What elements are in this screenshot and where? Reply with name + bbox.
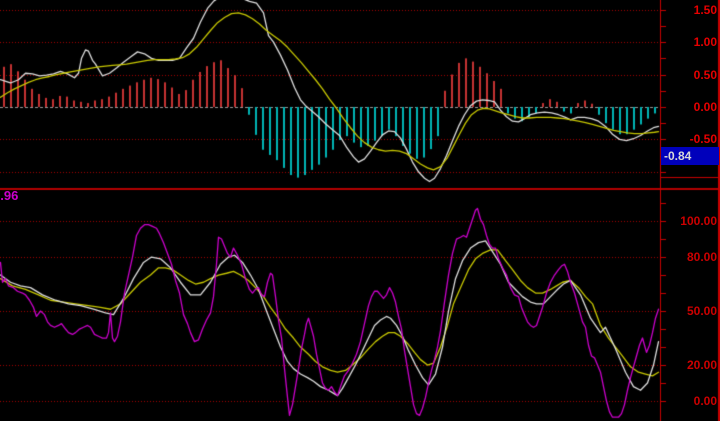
y-axis-tick-label: 1.00 (693, 35, 717, 49)
kdj-corner-label: 1.96 (0, 189, 18, 203)
kdj-corner-text: 1.96 (0, 188, 19, 203)
y-axis-tick-label: 20.00 (686, 358, 717, 372)
y-axis-tick-label: 0.50 (693, 68, 717, 82)
y-axis-tick-label: 80.00 (686, 250, 717, 264)
macd-value-badge: -0.84 (661, 147, 719, 165)
y-axis-tick-label: -0.50 (689, 132, 717, 146)
y-axis-tick-label: 50.00 (686, 304, 717, 318)
macd-value-text: -0.84 (664, 149, 692, 163)
y-axis-tick-label: 100.00 (680, 214, 717, 228)
y-axis-tick-label: 0.00 (693, 100, 717, 114)
y-axis-tick-label: 1.50 (693, 3, 717, 17)
y-axis-tick-label: 0.00 (693, 394, 717, 408)
